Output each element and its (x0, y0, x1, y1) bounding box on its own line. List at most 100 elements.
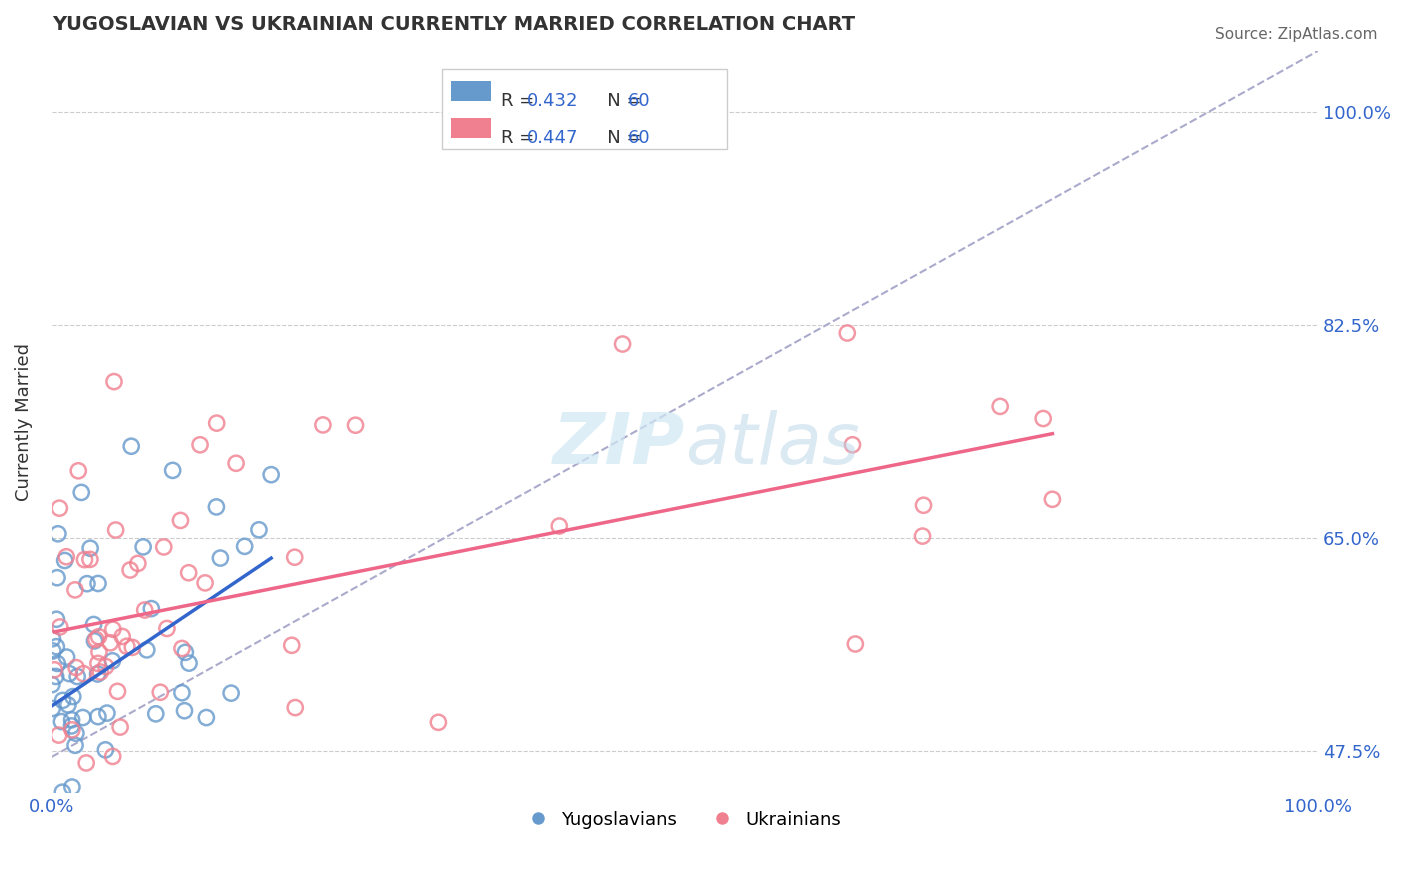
Point (58, 863, 80, 878)
Point (260, 467, 283, 482)
Text: 60: 60 (628, 92, 651, 110)
Point (41, 632, 63, 646)
Point (177, 656, 200, 670)
Point (63, 582, 86, 597)
Point (87, 630, 110, 644)
Text: N =: N = (591, 92, 647, 110)
Point (48, 501, 70, 516)
Point (87, 576, 110, 591)
Point (169, 513, 191, 527)
Point (548, 519, 571, 533)
Point (281, 638, 304, 652)
Point (115, 639, 138, 653)
Point (104, 523, 127, 537)
Point (94, 659, 117, 673)
Point (46, 526, 69, 541)
Text: R =: R = (502, 92, 540, 110)
Point (135, 643, 157, 657)
Point (107, 684, 129, 698)
Point (44, 663, 66, 677)
Point (45, 669, 67, 683)
Point (127, 557, 149, 571)
Point (1042, 492, 1064, 507)
Point (66, 669, 89, 683)
Point (205, 416, 228, 430)
Point (177, 566, 200, 580)
Point (312, 417, 335, 432)
Point (219, 686, 242, 700)
Point (103, 375, 125, 389)
Point (87, 645, 110, 659)
Point (55, 549, 77, 564)
Bar (451, 118, 491, 138)
Point (76, 576, 98, 591)
Point (79, 552, 101, 566)
Point (86, 667, 108, 681)
Point (181, 799, 204, 814)
Bar (441, 69, 727, 149)
Text: 0.432: 0.432 (527, 92, 578, 110)
Text: atlas: atlas (685, 409, 859, 479)
Point (42, 644, 65, 658)
Point (156, 622, 179, 636)
Point (108, 720, 131, 734)
Point (841, 438, 863, 452)
Point (134, 603, 156, 617)
Point (60, 780, 83, 794)
Point (56, 698, 79, 712)
Point (247, 523, 270, 537)
Point (53, 831, 76, 846)
Point (58, 797, 80, 812)
Point (162, 463, 184, 477)
Point (87, 709, 110, 723)
Point (41, 678, 63, 692)
Point (233, 539, 256, 553)
Point (194, 575, 217, 590)
Point (170, 686, 193, 700)
Point (45, 612, 67, 626)
Point (225, 456, 247, 470)
Point (205, 500, 228, 514)
Text: N =: N = (591, 128, 647, 147)
Point (94, 743, 117, 757)
Point (101, 654, 124, 668)
Point (60, 723, 83, 737)
Y-axis label: Currently Married: Currently Married (15, 343, 32, 501)
Point (837, 326, 859, 340)
Point (46, 571, 69, 585)
Point (49, 620, 72, 634)
Bar (451, 80, 491, 102)
Point (173, 704, 195, 718)
Point (46, 657, 69, 671)
Point (72, 666, 94, 681)
Point (911, 529, 934, 543)
Point (60, 713, 83, 727)
Point (145, 706, 167, 721)
Legend: Yugoslavians, Ukrainians: Yugoslavians, Ukrainians (522, 804, 849, 837)
Point (120, 563, 142, 577)
Point (132, 540, 155, 554)
Point (98, 636, 121, 650)
Point (174, 645, 197, 659)
Point (60, 719, 83, 733)
Point (41, 701, 63, 715)
Point (67, 464, 90, 478)
Point (65, 726, 87, 740)
Point (149, 685, 172, 699)
Point (83, 617, 105, 632)
Point (284, 700, 307, 714)
Point (344, 418, 367, 433)
Point (83, 633, 105, 648)
Text: 0.447: 0.447 (527, 128, 578, 147)
Point (427, 715, 450, 730)
Bar (451, 118, 491, 138)
Point (48, 728, 70, 742)
Point (141, 601, 163, 615)
Point (70, 485, 93, 500)
Point (284, 550, 307, 565)
Point (63, 739, 86, 753)
Bar (451, 80, 491, 102)
Point (170, 641, 193, 656)
Point (75, 756, 97, 770)
Point (73, 552, 96, 566)
